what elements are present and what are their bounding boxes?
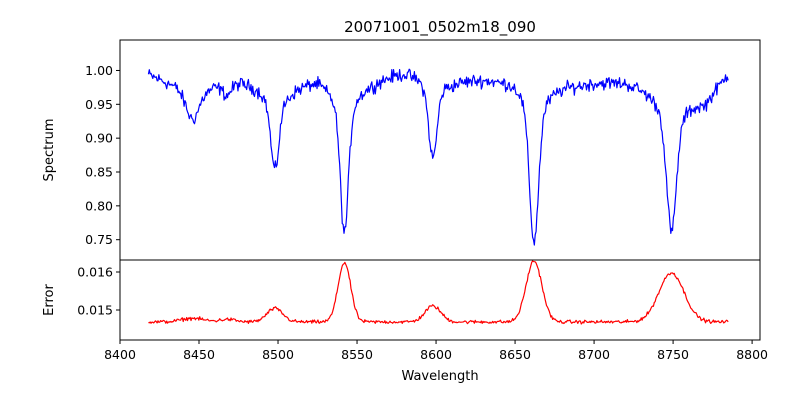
error-series-line	[148, 260, 729, 325]
x-tick-label: 8750	[657, 347, 689, 362]
x-tick-label: 8650	[499, 347, 531, 362]
spectrum-y-axis-label: Spectrum	[42, 119, 57, 182]
spectrum-y-tick-label: 1.00	[85, 63, 113, 78]
x-tick-label: 8450	[183, 347, 215, 362]
spectrum-y-tick-label: 0.80	[85, 198, 113, 213]
axes-layer: Spectrum Error	[42, 119, 57, 316]
x-tick-label: 8500	[262, 347, 294, 362]
x-tick-label: 8600	[420, 347, 452, 362]
x-tick-label: 8700	[578, 347, 610, 362]
error-y-tick-label: 0.015	[77, 303, 113, 318]
x-tick-label: 8400	[104, 347, 136, 362]
spectrum-y-tick-label: 0.85	[85, 165, 113, 180]
x-tick-label: 8800	[736, 347, 768, 362]
chart-title: 20071001_0502m18_090	[344, 18, 536, 37]
x-axis-label: Wavelength	[401, 369, 478, 384]
frame-layer	[119, 39, 761, 341]
spectrum-y-tick-label: 0.90	[85, 131, 113, 146]
spectrum-y-tick-label: 0.75	[85, 232, 113, 247]
spectrum-y-tick-label: 0.95	[85, 97, 113, 112]
error-panel-frame	[119, 259, 761, 341]
x-tick-label: 8550	[341, 347, 373, 362]
error-y-axis-label: Error	[42, 284, 57, 316]
ticks-layer: 0.75 0.80 0.85 0.90 0.95 1.00 0.015 0.016 8400 84…	[77, 63, 768, 362]
series-layer	[147, 68, 729, 325]
error-y-tick-label: 0.016	[77, 265, 113, 280]
spectrum-series-line	[147, 68, 729, 246]
